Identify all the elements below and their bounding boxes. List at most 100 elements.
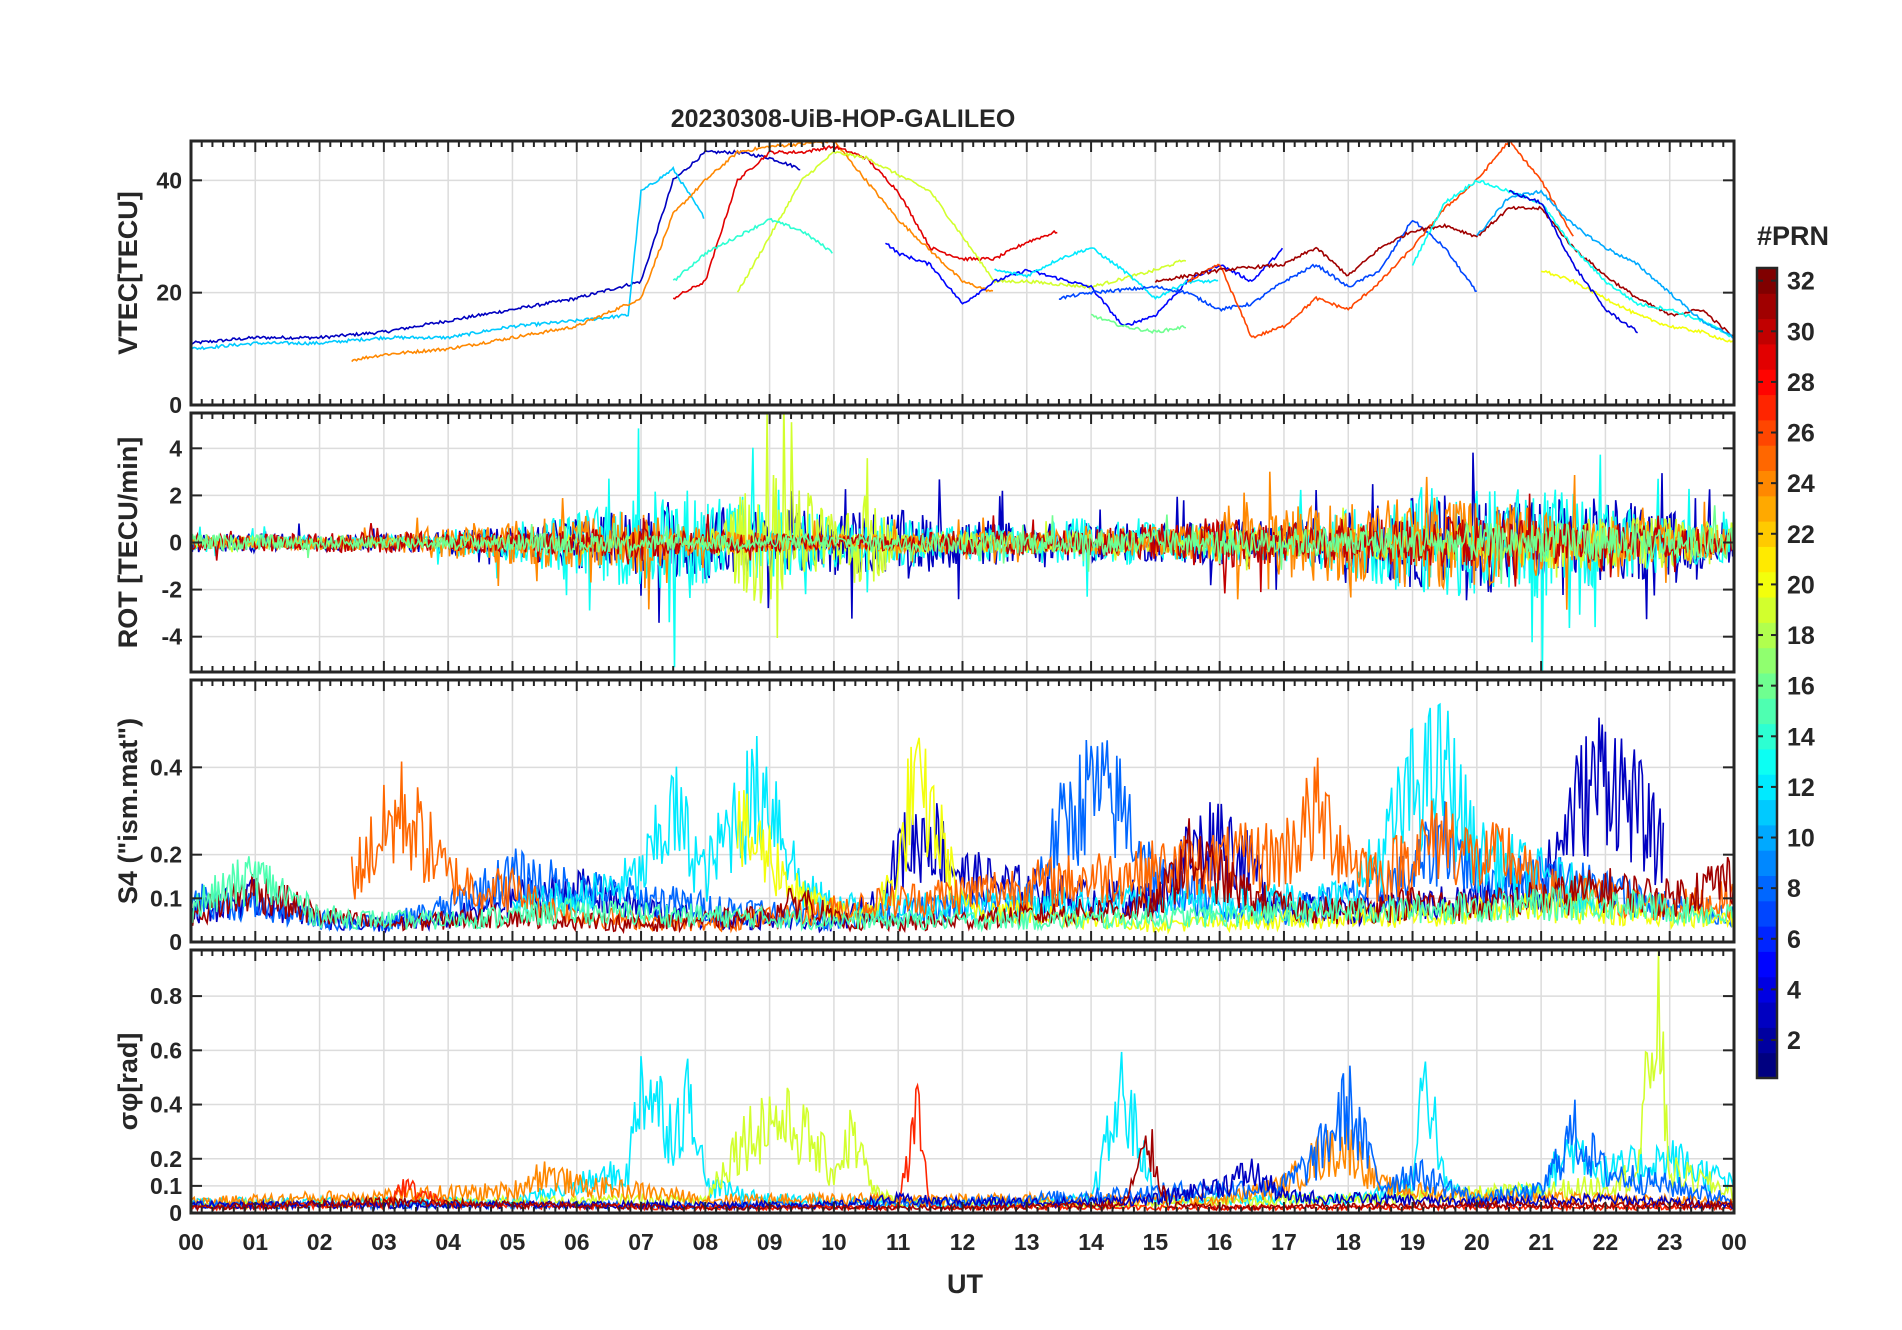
colorbar-tick-label: 12 xyxy=(1787,774,1815,802)
series-prn-12 xyxy=(994,247,1219,300)
colorbar-segment xyxy=(1757,723,1777,750)
x-tick-label: 22 xyxy=(1593,1229,1619,1255)
colorbar-segment xyxy=(1757,1052,1777,1079)
series-prn-5 xyxy=(885,242,1284,326)
colorbar-tick-label: 28 xyxy=(1787,369,1815,397)
grid xyxy=(191,950,1734,1214)
colorbar-segment xyxy=(1757,369,1777,396)
colorbar-tick-label: 14 xyxy=(1787,723,1815,751)
x-tick-label: 20 xyxy=(1464,1229,1490,1255)
x-tick-label: 16 xyxy=(1207,1229,1233,1255)
series-prn-19 xyxy=(736,150,1187,293)
colorbar-segment xyxy=(1757,470,1777,497)
colorbar-segment xyxy=(1757,495,1777,522)
panel-1: 0 20 40 VTEC[TECU] xyxy=(113,139,1736,418)
colorbar-tick-label: 2 xyxy=(1787,1027,1801,1055)
x-tick-label: 03 xyxy=(371,1229,397,1255)
y-tick-label: 0.2 xyxy=(150,1146,182,1172)
y-axis-label: ROT [TECU/min] xyxy=(113,437,143,648)
colorbar-segment xyxy=(1757,293,1777,320)
series-prn-4 xyxy=(1508,189,1639,334)
x-tick-label: 19 xyxy=(1400,1229,1426,1255)
series-prn-26 xyxy=(1186,141,1574,339)
series-prn-16 xyxy=(191,505,1734,584)
colorbar-segment xyxy=(1757,673,1777,699)
x-tick-label: 01 xyxy=(242,1229,268,1255)
series-group xyxy=(191,413,1734,672)
colorbar-tick-label: 4 xyxy=(1787,976,1801,1004)
x-tick-label: 09 xyxy=(757,1229,783,1255)
y-tick-label: 0.8 xyxy=(150,983,182,1009)
y-tick-label: 4 xyxy=(169,435,182,461)
y-tick-label: 0.6 xyxy=(150,1037,182,1063)
colorbar-segment xyxy=(1757,521,1777,547)
series-prn-29 xyxy=(672,144,1058,300)
colorbar-tick-label: 22 xyxy=(1787,521,1815,549)
grid xyxy=(191,141,1734,406)
y-tick-label: 0 xyxy=(169,392,182,418)
x-tick-label: 00 xyxy=(178,1229,204,1255)
colorbar-segment xyxy=(1757,268,1777,294)
x-tick-label: 07 xyxy=(628,1229,654,1255)
y-ticks: 0 0.1 0.2 0.4 xyxy=(150,754,1734,955)
y-axis-label: S4 ("ism.mat") xyxy=(113,718,143,904)
series-prn-14 xyxy=(672,217,833,282)
colorbar-tick-label: 24 xyxy=(1787,470,1815,498)
y-tick-label: 20 xyxy=(156,280,182,306)
colorbar-segment xyxy=(1757,799,1777,826)
x-tick-label: 18 xyxy=(1335,1229,1361,1255)
colorbar-segment xyxy=(1757,597,1777,623)
y-axis-label: VTEC[TECU] xyxy=(113,191,143,355)
colorbar-tick-label: 10 xyxy=(1787,825,1815,853)
series-prn-16 xyxy=(1090,313,1187,334)
colorbar-tick-label: 30 xyxy=(1787,318,1815,346)
colorbar-segment xyxy=(1757,445,1777,471)
x-tick-label: 13 xyxy=(1014,1229,1040,1255)
series-group xyxy=(191,141,1734,363)
x-tick-label: 05 xyxy=(500,1229,526,1255)
x-tick-label: 15 xyxy=(1143,1229,1169,1255)
series-prn-24 xyxy=(351,141,994,363)
colorbar-segment xyxy=(1757,546,1777,573)
x-tick-label: 12 xyxy=(950,1229,976,1255)
colorbar-tick-label: 20 xyxy=(1787,571,1815,599)
series-group xyxy=(191,702,1734,935)
colorbar-tick-label: 32 xyxy=(1787,268,1815,296)
colorbar-segment xyxy=(1757,318,1777,345)
y-tick-label: -2 xyxy=(162,577,182,603)
x-tick-label: 04 xyxy=(435,1229,461,1255)
series-prn-15 xyxy=(191,856,1734,933)
colorbar-segment xyxy=(1757,926,1777,952)
colorbar-tick-label: 26 xyxy=(1787,420,1815,448)
colorbar-segment xyxy=(1757,622,1777,649)
series-prn-11 xyxy=(191,165,705,351)
y-axis-label: σφ[rad] xyxy=(113,1033,143,1131)
series-prn-10 xyxy=(1476,189,1734,339)
colorbar-segment xyxy=(1757,951,1777,978)
colorbar-segment xyxy=(1757,647,1777,674)
y-tick-label: -4 xyxy=(162,624,183,650)
colorbar-segment xyxy=(1757,343,1777,370)
x-tick-label: 10 xyxy=(821,1229,847,1255)
colorbar-tick-label: 8 xyxy=(1787,875,1801,903)
x-ticks xyxy=(190,680,1735,942)
x-ticks xyxy=(190,141,1735,405)
panel-4: 00.10.2 0.4 0.6 0.8 σφ[rad] xyxy=(113,948,1736,1226)
y-tick-label: 0.4 xyxy=(150,754,182,780)
chart-title: 20230308-UiB-HOP-GALILEO xyxy=(671,105,1016,133)
x-tick-label: 02 xyxy=(307,1229,333,1255)
panel-3: 0 0.1 0.2 0.4 S4 ("ism.mat") xyxy=(113,678,1736,955)
colorbar-segment xyxy=(1757,900,1777,927)
series-prn-31 xyxy=(1154,205,1734,337)
colorbar-segment xyxy=(1757,571,1777,598)
x-tick-label: 11 xyxy=(886,1229,911,1255)
series-prn-13 xyxy=(1411,179,1734,340)
x-tick-label: 23 xyxy=(1657,1229,1683,1255)
colorbar-segment xyxy=(1757,394,1777,421)
y-tick-label: 0 xyxy=(169,929,182,955)
y-tick-label: 0.1 xyxy=(150,1173,182,1199)
series-prn-12 xyxy=(511,702,1607,923)
